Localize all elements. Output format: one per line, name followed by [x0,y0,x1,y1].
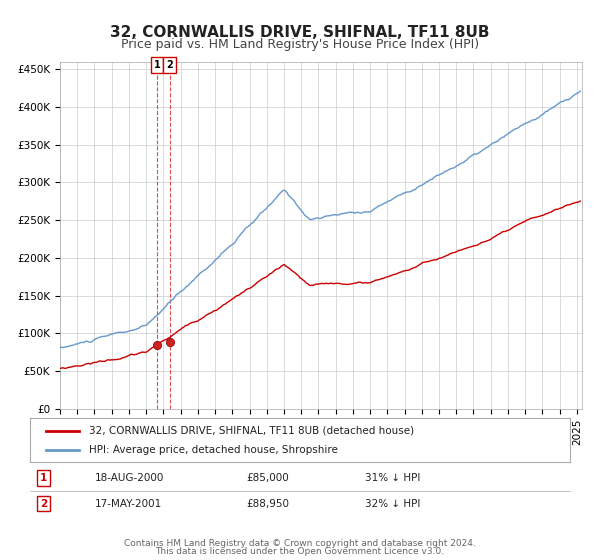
Text: 1: 1 [154,60,160,71]
Text: 32% ↓ HPI: 32% ↓ HPI [365,498,420,508]
Text: 18-AUG-2000: 18-AUG-2000 [95,473,164,483]
Text: 2: 2 [40,498,47,508]
Text: 17-MAY-2001: 17-MAY-2001 [95,498,162,508]
Text: 32, CORNWALLIS DRIVE, SHIFNAL, TF11 8UB (detached house): 32, CORNWALLIS DRIVE, SHIFNAL, TF11 8UB … [89,426,415,436]
Text: HPI: Average price, detached house, Shropshire: HPI: Average price, detached house, Shro… [89,445,338,455]
Text: This data is licensed under the Open Government Licence v3.0.: This data is licensed under the Open Gov… [155,547,445,556]
Text: 2: 2 [166,60,173,71]
Text: Price paid vs. HM Land Registry's House Price Index (HPI): Price paid vs. HM Land Registry's House … [121,38,479,51]
Text: 32, CORNWALLIS DRIVE, SHIFNAL, TF11 8UB: 32, CORNWALLIS DRIVE, SHIFNAL, TF11 8UB [110,25,490,40]
Text: £85,000: £85,000 [246,473,289,483]
Text: £88,950: £88,950 [246,498,289,508]
Text: 1: 1 [40,473,47,483]
Text: Contains HM Land Registry data © Crown copyright and database right 2024.: Contains HM Land Registry data © Crown c… [124,539,476,548]
Text: 31% ↓ HPI: 31% ↓ HPI [365,473,420,483]
